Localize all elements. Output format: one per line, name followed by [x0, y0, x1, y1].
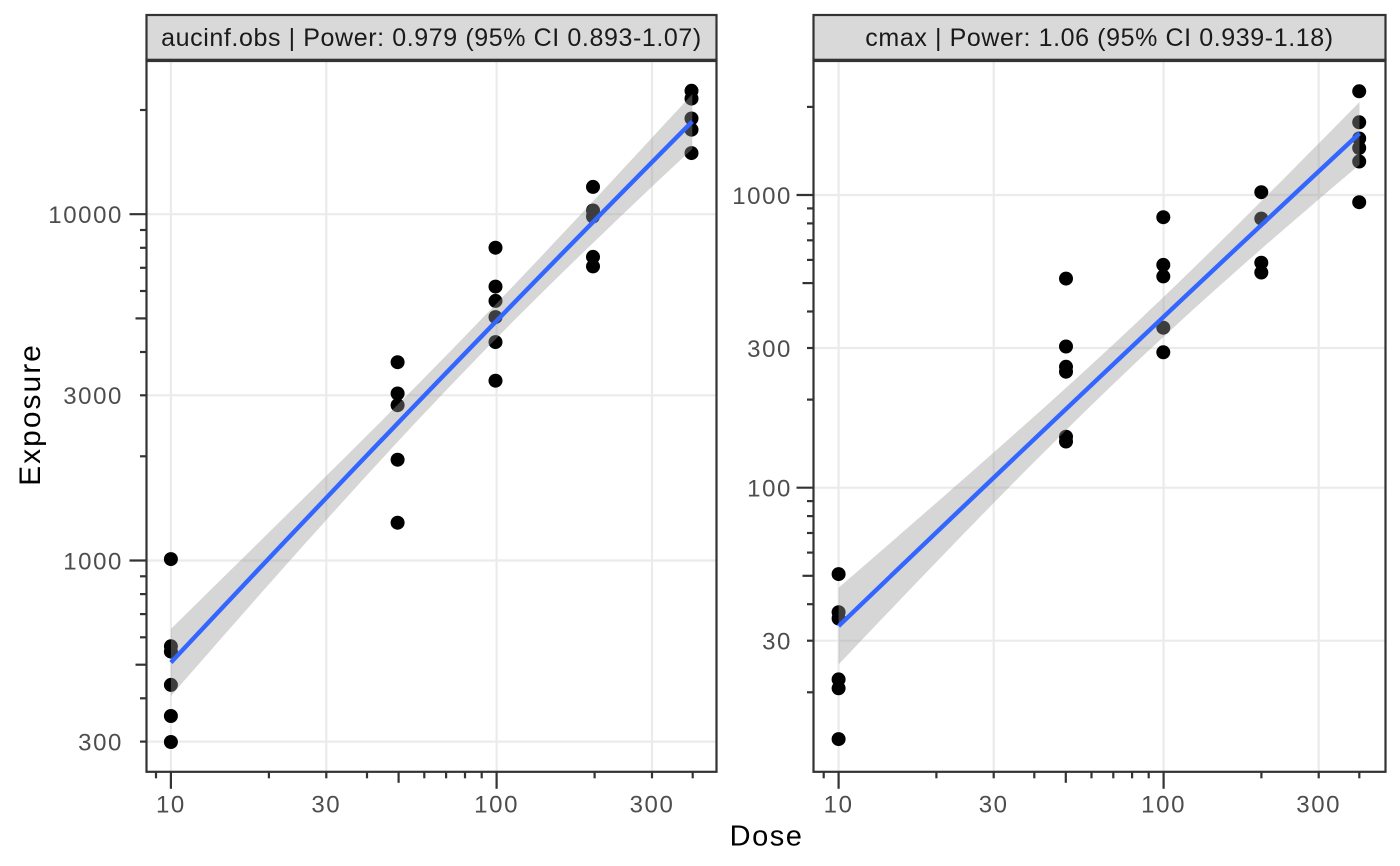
svg-text:100: 100	[474, 792, 519, 819]
svg-text:300: 300	[1296, 792, 1341, 819]
svg-text:300: 300	[78, 729, 123, 756]
svg-text:Dose: Dose	[730, 821, 804, 853]
svg-text:30: 30	[979, 792, 1009, 819]
svg-text:cmax | Power: 1.06 (95% CI 0.9: cmax | Power: 1.06 (95% CI 0.939-1.18)	[865, 24, 1333, 52]
svg-text:1000: 1000	[732, 183, 792, 210]
svg-text:30: 30	[762, 629, 792, 656]
svg-text:10: 10	[156, 792, 186, 819]
svg-text:300: 300	[630, 792, 675, 819]
svg-text:aucinf.obs | Power: 0.979 (95%: aucinf.obs | Power: 0.979 (95% CI 0.893-…	[161, 24, 702, 52]
svg-text:Exposure: Exposure	[14, 343, 47, 486]
svg-text:10: 10	[824, 792, 854, 819]
svg-text:100: 100	[1141, 792, 1186, 819]
svg-text:3000: 3000	[63, 383, 123, 410]
svg-text:100: 100	[747, 476, 792, 503]
svg-text:10000: 10000	[48, 202, 123, 229]
svg-text:300: 300	[747, 336, 792, 363]
svg-text:1000: 1000	[63, 548, 123, 575]
svg-text:30: 30	[311, 792, 341, 819]
